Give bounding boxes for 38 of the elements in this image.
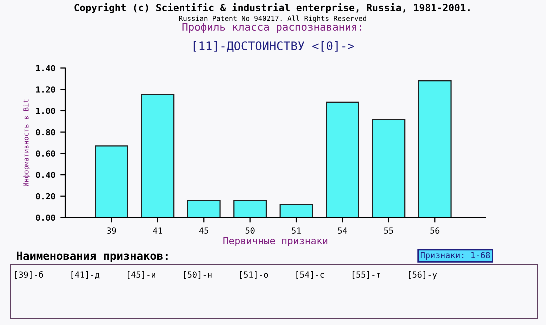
x-tick-label: 41 — [153, 228, 162, 234]
y-tick-label: 0.60 — [36, 150, 56, 157]
text: [51]-о — [240, 272, 268, 279]
bar — [372, 118, 406, 218]
bar — [94, 146, 128, 218]
bar — [234, 200, 268, 218]
text: [39]-б — [16, 271, 44, 279]
y-tick-label: 1.00 — [36, 108, 56, 114]
text: [56]-у — [409, 272, 438, 280]
y-tick-label: 0.20 — [36, 193, 56, 200]
x-tick-label: 45 — [200, 228, 208, 234]
x-tick-label: 56 — [430, 228, 440, 234]
y-tick-label: 0.00 — [36, 214, 56, 222]
chart-title: Профиль класса распознавания: — [182, 22, 362, 34]
x-tick-label: 55 — [384, 228, 394, 234]
y-tick-label: 0.40 — [36, 172, 56, 178]
y-tick-label: 1.20 — [36, 86, 56, 93]
text: Признаки: 1-68 — [420, 252, 490, 260]
bar — [280, 204, 314, 218]
y-tick-label: 0.80 — [36, 129, 56, 136]
chart-subtitle: [11]-ДОСТОИНСТВУ <[0]-> — [194, 41, 354, 52]
text: Наименования признаков: — [17, 252, 168, 262]
x-tick-label: 50 — [246, 228, 255, 234]
text: [50]-н — [184, 272, 212, 279]
x-tick-label: 51 — [292, 228, 301, 234]
bar — [326, 102, 360, 218]
y-tick-label: 1.40 — [36, 65, 56, 72]
text: [41]-д — [72, 272, 100, 280]
x-tick-label: 39 — [107, 228, 116, 234]
text: [45]-и — [128, 272, 156, 279]
bar — [141, 94, 175, 218]
text: [54]-с — [296, 272, 324, 279]
x-tick-label: 54 — [338, 228, 348, 234]
text: [55]-т — [352, 272, 380, 279]
bar — [418, 80, 452, 218]
bar — [187, 200, 221, 218]
text: Copyright (c) Scientific & industrial enterprise, Russia, 1981-2001. — [74, 3, 470, 14]
x-axis-title: Первичные признаки — [224, 237, 328, 246]
